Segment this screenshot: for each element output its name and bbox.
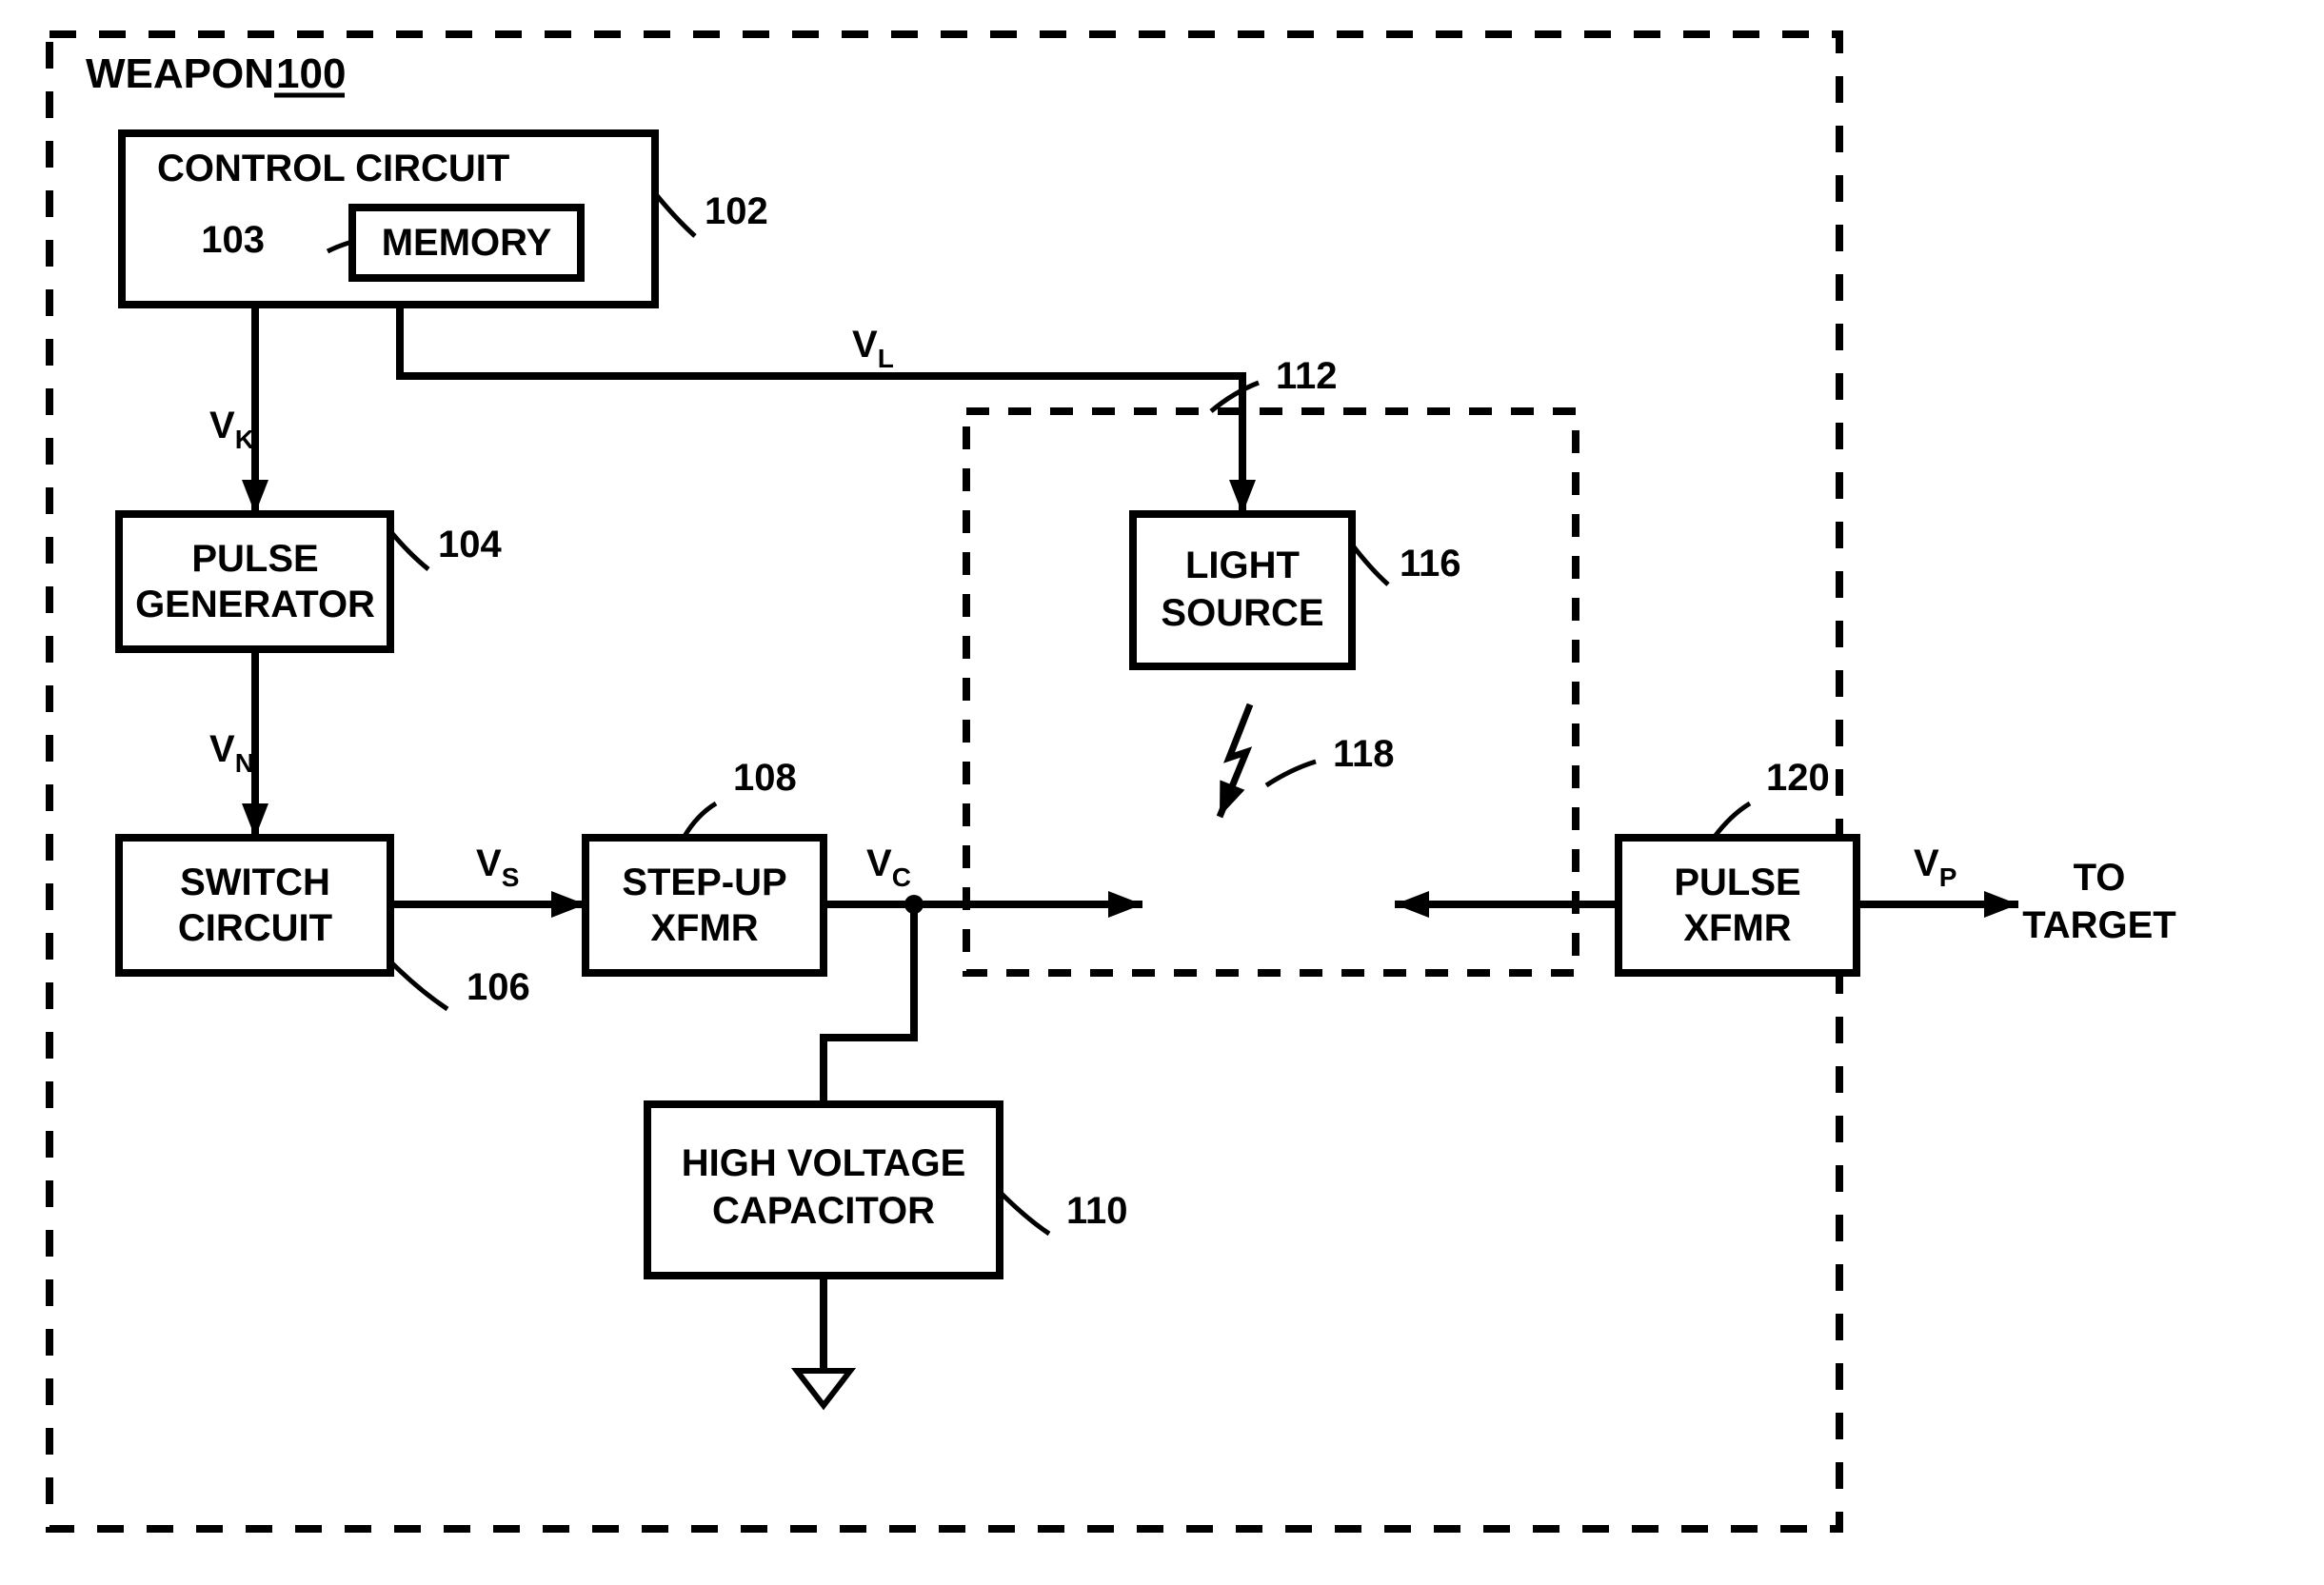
- arrowhead-icon: [551, 891, 586, 918]
- ref-116: 116: [1400, 543, 1461, 584]
- optical-subsystem-outline: [966, 411, 1576, 973]
- ref-leader: [390, 961, 447, 1009]
- ref-118: 118: [1333, 733, 1395, 775]
- ref-leader: [1000, 1192, 1049, 1234]
- ref-104: 104: [438, 524, 502, 565]
- weapon-ref: 100: [276, 50, 346, 97]
- vc-node: [904, 895, 924, 914]
- vc-to-cap: [824, 904, 914, 1104]
- signal-vl: VL: [852, 324, 894, 373]
- signal-vn: VN: [209, 728, 254, 778]
- ref-leader: [684, 803, 716, 838]
- stepup-block: [586, 838, 824, 973]
- arrowhead-icon: [1229, 480, 1256, 514]
- ctrl-to-light: [400, 305, 1242, 514]
- pulsexfmr-block: [1619, 838, 1857, 973]
- control-label: CONTROL CIRCUIT: [157, 148, 509, 189]
- pulsegen-label-2: GENERATOR: [135, 584, 375, 625]
- switch-label-2: CIRCUIT: [178, 907, 332, 949]
- ref-120: 120: [1766, 757, 1830, 799]
- ref-103: 103: [201, 219, 265, 261]
- pulsegen-label-1: PULSE: [191, 538, 318, 580]
- hvcap-label-1: HIGH VOLTAGE: [682, 1142, 966, 1184]
- ref-leader: [1211, 383, 1259, 411]
- ref-108: 108: [733, 757, 797, 799]
- arrowhead-icon: [1984, 891, 2018, 918]
- stepup-label-2: XFMR: [650, 907, 758, 949]
- signal-vk: VK: [209, 405, 254, 454]
- switch-label-1: SWITCH: [180, 862, 330, 903]
- light-label-1: LIGHT: [1185, 545, 1300, 586]
- light-block: [1133, 514, 1352, 666]
- pulsegen-block: [119, 514, 390, 649]
- arrowhead-icon: [1395, 891, 1429, 918]
- weapon-title: WEAPON: [86, 50, 274, 97]
- ref-leader: [1352, 545, 1388, 584]
- ref-110: 110: [1066, 1190, 1128, 1232]
- ref-leader: [1714, 803, 1750, 838]
- ref-106: 106: [467, 966, 530, 1008]
- ref-leader: [1266, 762, 1316, 785]
- pulsexfmr-label-1: PULSE: [1674, 862, 1800, 903]
- arrowhead-icon: [242, 803, 268, 838]
- memory-label: MEMORY: [382, 222, 552, 264]
- signal-vc: VC: [866, 842, 911, 892]
- light-label-2: SOURCE: [1161, 592, 1323, 634]
- arrowhead-icon: [1108, 891, 1142, 918]
- ref-112: 112: [1276, 355, 1338, 397]
- arrowhead-icon: [1220, 780, 1244, 817]
- switch-block: [119, 838, 390, 973]
- ref-leader: [655, 193, 695, 236]
- pulsexfmr-label-2: XFMR: [1683, 907, 1791, 949]
- signal-vs: VS: [476, 842, 519, 892]
- arrowhead-icon: [242, 480, 268, 514]
- hvcap-label-2: CAPACITOR: [712, 1190, 935, 1232]
- ground-icon: [797, 1371, 850, 1405]
- to-target-2: TARGET: [2022, 904, 2175, 946]
- ref-102: 102: [705, 190, 768, 232]
- signal-vp: VP: [1914, 842, 1957, 892]
- ref-leader: [390, 531, 428, 569]
- to-target-1: TO: [2074, 857, 2126, 899]
- stepup-label-1: STEP-UP: [622, 862, 786, 903]
